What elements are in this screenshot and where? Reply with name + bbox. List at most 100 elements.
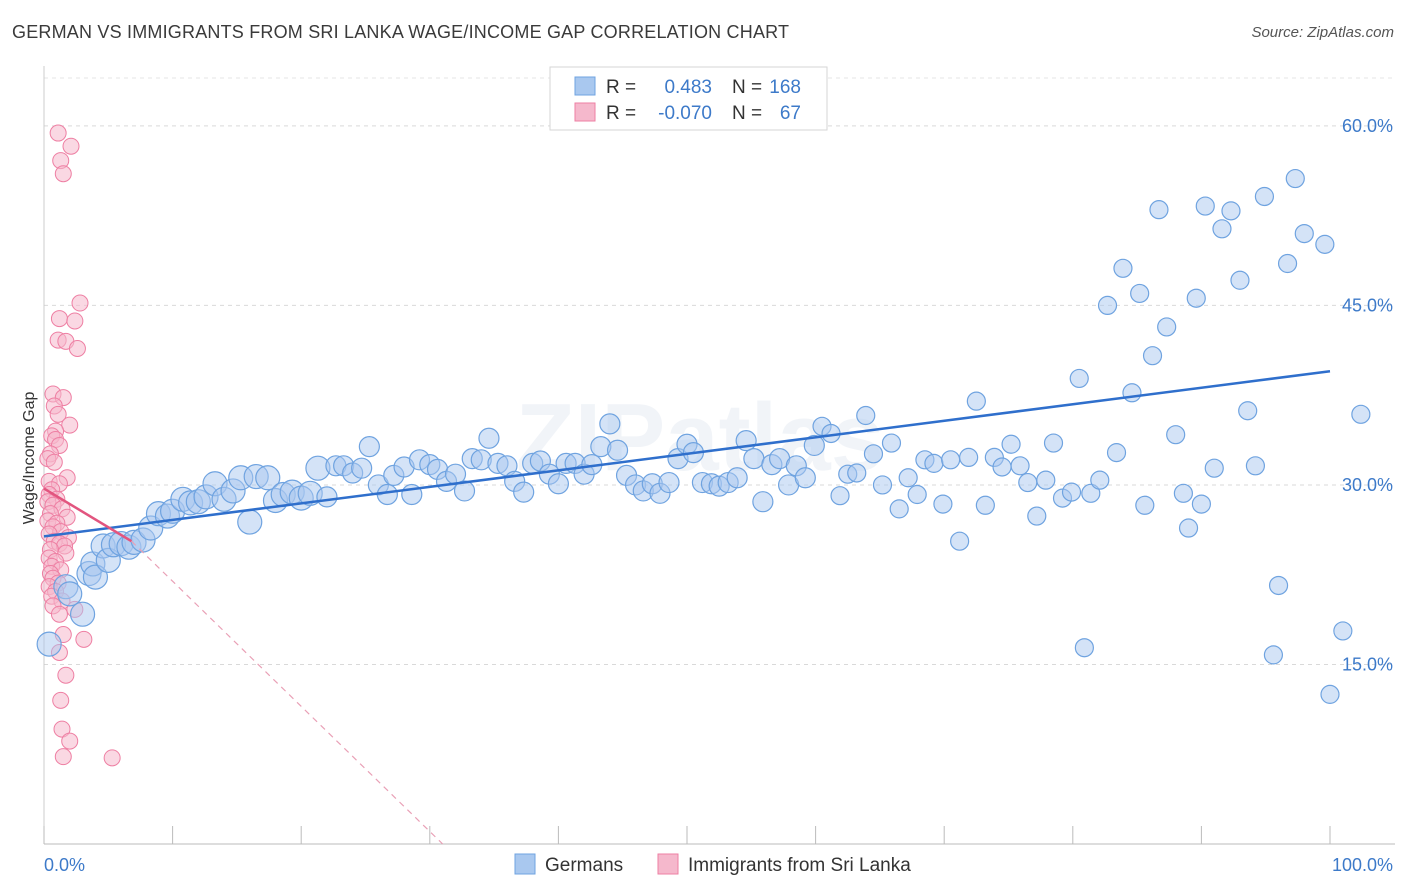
german-point-69 [606, 439, 629, 461]
german-point-103 [898, 468, 918, 488]
y-tick-label-3: 60.0% [1342, 116, 1393, 136]
sri-lanka-point-3 [54, 165, 72, 183]
sri-lanka-point-4 [71, 294, 89, 312]
german-point-6 [82, 564, 109, 590]
sri-lanka-point-14 [61, 416, 79, 434]
german-point-143 [1212, 219, 1232, 239]
german-point-131 [1130, 283, 1150, 304]
german-point-26 [237, 509, 263, 535]
german-point-115 [1001, 434, 1021, 454]
german-point-109 [950, 531, 970, 551]
legend-n-value-sri-lanka: 67 [780, 103, 801, 124]
german-point-107 [933, 494, 953, 514]
german-point-122 [1061, 482, 1082, 502]
x-tick-label-0: 0.0% [44, 855, 85, 875]
german-point-124 [1074, 638, 1094, 658]
sri-lanka-point-64 [61, 732, 79, 750]
sri-lanka-trend-extension [131, 540, 444, 845]
sri-lanka-trend-line [43, 487, 133, 543]
german-point-132 [1135, 495, 1155, 515]
legend-bottom-label-germans: Germans [545, 855, 623, 876]
german-point-128 [1106, 443, 1127, 463]
german-point-123 [1069, 368, 1089, 389]
german-point-157 [1351, 404, 1371, 424]
y-tick-label-1: 30.0% [1342, 475, 1393, 495]
legend-r-label-sri-lanka: R = [606, 103, 636, 124]
source-label: Source: ZipAtlas.com [1251, 24, 1394, 41]
german-point-3 [69, 601, 96, 627]
german-point-155 [1320, 684, 1340, 704]
german-point-54 [478, 427, 500, 449]
sri-lanka-point-63 [53, 720, 71, 738]
german-point-97 [847, 463, 867, 483]
chart-title: GERMAN VS IMMIGRANTS FROM SRI LANKA WAGE… [12, 22, 790, 42]
legend-swatch-sri-lanka [574, 102, 596, 122]
german-point-42 [376, 483, 398, 506]
german-point-85 [743, 448, 765, 470]
legend-bottom-swatch-sri-lanka [657, 853, 679, 875]
german-point-92 [803, 434, 825, 457]
legend-r-value-germans: 0.483 [664, 77, 712, 98]
german-point-130 [1122, 383, 1142, 403]
y-tick-label-2: 45.0% [1342, 295, 1393, 315]
german-point-68 [599, 413, 621, 435]
sri-lanka-point-65 [54, 748, 72, 766]
german-point-136 [1166, 425, 1186, 445]
german-point-101 [881, 433, 902, 453]
german-point-154 [1315, 234, 1335, 254]
german-point-156 [1333, 621, 1353, 641]
sri-lanka-point-61 [57, 666, 75, 684]
sri-lanka-point-59 [75, 630, 93, 648]
german-point-86 [752, 491, 774, 513]
german-point-138 [1178, 518, 1199, 538]
sri-lanka-point-62 [52, 691, 70, 709]
german-point-134 [1149, 200, 1169, 220]
sri-lanka-point-13 [49, 405, 67, 423]
german-point-104 [907, 484, 927, 505]
trend-lines [43, 369, 1331, 845]
german-point-100 [872, 475, 893, 495]
sri-lanka-point-0 [49, 124, 67, 142]
german-point-111 [966, 391, 986, 411]
german-point-116 [1010, 456, 1030, 476]
german-point-108 [941, 450, 961, 470]
german-point-133 [1142, 346, 1163, 366]
german-point-117 [1018, 472, 1038, 493]
german-point-148 [1254, 186, 1275, 207]
series-sri-lanka-points [39, 124, 121, 767]
german-point-125 [1081, 483, 1101, 503]
sri-lanka-point-6 [66, 312, 84, 330]
y-tick-labels: 15.0% 30.0% 45.0% 60.0% [1342, 116, 1393, 675]
german-point-127 [1097, 295, 1118, 316]
german-point-114 [992, 457, 1012, 477]
legend-r-value-sri-lanka: -0.070 [658, 103, 712, 124]
legend-bottom-swatch-germans [514, 853, 536, 875]
sri-lanka-point-1 [62, 137, 80, 155]
grid-lines [44, 77, 1395, 665]
german-point-110 [959, 447, 979, 468]
german-point-139 [1186, 288, 1206, 308]
german-point-135 [1157, 317, 1177, 337]
german-point-137 [1173, 483, 1193, 503]
german-point-147 [1245, 456, 1266, 476]
german-point-98 [856, 405, 876, 426]
legend-r-label-germans: R = [606, 77, 636, 98]
german-point-75 [658, 471, 680, 494]
y-tick-label-0: 15.0% [1342, 654, 1393, 674]
german-point-99 [863, 444, 884, 464]
german-point-51 [453, 480, 476, 502]
german-point-120 [1043, 433, 1064, 453]
german-point-149 [1263, 645, 1284, 665]
german-point-95 [830, 486, 850, 506]
german-point-140 [1191, 494, 1212, 514]
german-point-153 [1294, 223, 1314, 244]
germans-trend-line [43, 369, 1331, 538]
german-point-106 [924, 453, 944, 473]
german-point-2 [57, 581, 83, 607]
german-point-28 [255, 465, 281, 491]
german-point-141 [1195, 196, 1215, 216]
german-point-62 [547, 473, 570, 495]
german-point-112 [975, 495, 995, 515]
sri-lanka-point-21 [45, 453, 63, 471]
sri-lanka-point-9 [68, 339, 86, 357]
